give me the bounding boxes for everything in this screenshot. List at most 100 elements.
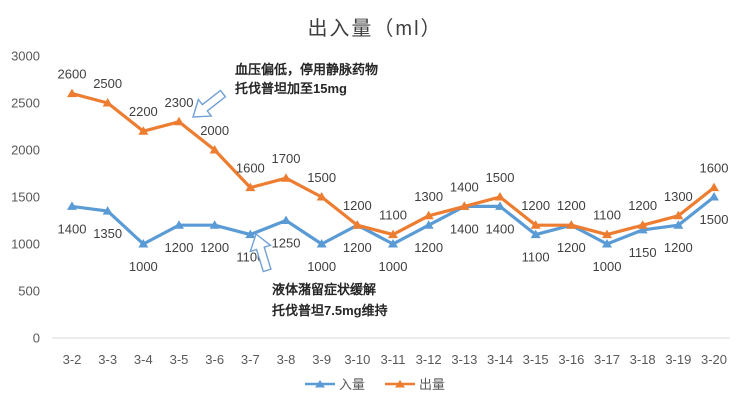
data-label-output: 2000 xyxy=(200,123,229,138)
data-label-intake: 1000 xyxy=(129,259,158,274)
data-label-output: 1500 xyxy=(307,170,336,185)
data-point-marker-intake xyxy=(281,215,291,224)
data-point-marker-output xyxy=(245,182,256,192)
legend-label-output: 出量 xyxy=(419,377,446,392)
data-point-marker-output xyxy=(281,173,291,182)
data-point-marker-intake xyxy=(138,239,149,248)
data-label-output: 2200 xyxy=(129,104,158,119)
data-label-intake: 1000 xyxy=(593,259,622,274)
block-arrow-down-left-icon xyxy=(192,89,227,118)
data-label-output: 1100 xyxy=(379,208,407,223)
data-point-marker-output xyxy=(566,220,577,229)
data-label-intake: 1200 xyxy=(557,240,586,255)
legend-label-intake: 入量 xyxy=(338,377,365,392)
y-tick-label: 2000 xyxy=(11,143,40,158)
data-point-marker-intake xyxy=(174,220,184,229)
y-tick-label: 0 xyxy=(33,331,40,346)
data-point-marker-output xyxy=(495,192,505,201)
data-point-marker-output xyxy=(388,229,398,239)
annotation-bp-low-line1: 血压偏低，停用静脉药物 xyxy=(235,62,379,77)
data-label-output: 1200 xyxy=(628,198,657,213)
data-point-marker-output xyxy=(174,116,184,126)
x-tick-label: 3-19 xyxy=(665,352,691,367)
x-tick-label: 3-17 xyxy=(594,352,620,367)
annotation-fluid-relief-line2: 托伐普坦7.5mg维持 xyxy=(272,303,388,318)
data-point-marker-intake xyxy=(316,239,327,248)
data-point-marker-output xyxy=(459,201,470,210)
legend-marker-intake-icon xyxy=(304,379,335,387)
legend: 入量 出量 xyxy=(0,374,750,393)
data-point-marker-output xyxy=(637,220,648,229)
block-arrow-up-left-icon xyxy=(249,232,272,273)
data-label-intake: 1000 xyxy=(307,259,336,274)
data-point-marker-output xyxy=(102,98,113,107)
data-point-marker-intake xyxy=(388,239,398,248)
data-label-output: 2300 xyxy=(165,95,194,110)
data-label-output: 1700 xyxy=(272,151,301,166)
data-point-marker-intake xyxy=(102,206,113,215)
x-tick-label: 3-11 xyxy=(380,352,405,367)
data-label-intake: 1200 xyxy=(343,240,372,255)
x-tick-label: 3-16 xyxy=(558,352,584,367)
data-point-marker-output xyxy=(209,145,220,154)
x-tick-label: 3-7 xyxy=(241,352,260,367)
x-tick-label: 3-6 xyxy=(205,352,224,367)
data-point-marker-output xyxy=(709,182,719,192)
data-point-marker-intake xyxy=(67,201,77,210)
x-tick-label: 3-2 xyxy=(63,352,82,367)
data-point-marker-intake xyxy=(673,220,684,229)
data-point-marker-output xyxy=(316,192,327,201)
data-point-marker-intake xyxy=(495,201,505,210)
y-tick-label: 3000 xyxy=(11,49,40,64)
x-tick-label: 3-20 xyxy=(701,352,727,367)
data-label-output: 1600 xyxy=(236,161,265,176)
x-tick-label: 3-4 xyxy=(134,352,153,367)
data-point-marker-intake xyxy=(209,220,220,229)
x-tick-label: 3-8 xyxy=(277,352,296,367)
data-point-marker-output xyxy=(602,229,612,239)
data-label-output: 1300 xyxy=(664,189,693,204)
legend-item-intake: 入量 xyxy=(304,374,365,393)
y-tick-label: 1500 xyxy=(11,190,40,205)
data-label-output: 1200 xyxy=(557,198,586,213)
x-tick-label: 3-3 xyxy=(98,352,117,367)
data-label-output: 1200 xyxy=(521,198,550,213)
data-label-intake: 1200 xyxy=(664,240,693,255)
data-label-output: 1100 xyxy=(593,208,621,223)
data-label-output: 1600 xyxy=(700,161,729,176)
x-tick-label: 3-18 xyxy=(630,352,656,367)
data-label-output: 1400 xyxy=(450,179,479,194)
data-label-intake: 1500 xyxy=(700,212,729,227)
annotation-bp-low-line2: 托伐普坦加至15mg xyxy=(235,81,347,96)
x-tick-label: 3-5 xyxy=(170,352,189,367)
legend-item-output: 出量 xyxy=(385,374,445,393)
data-label-intake: 1150 xyxy=(629,245,657,260)
data-label-intake: 1400 xyxy=(450,221,479,236)
y-tick-label: 500 xyxy=(18,284,40,299)
x-tick-label: 3-12 xyxy=(416,352,442,367)
data-point-marker-output xyxy=(673,210,684,220)
data-label-intake: 1200 xyxy=(414,240,443,255)
data-point-marker-output xyxy=(423,210,434,220)
data-point-marker-intake xyxy=(602,239,612,248)
data-point-marker-intake xyxy=(709,192,719,201)
data-point-marker-intake xyxy=(245,229,256,239)
data-label-output: 2600 xyxy=(58,67,87,82)
annotation-fluid-relief-line1: 液体潴留症状缓解 xyxy=(272,282,377,297)
x-tick-label: 3-10 xyxy=(344,352,370,367)
chart-title: 出入量（ml） xyxy=(307,18,443,40)
data-point-marker-output xyxy=(138,126,149,135)
data-label-intake: 1400 xyxy=(486,221,515,236)
data-label-intake: 1350 xyxy=(93,226,122,241)
data-label-intake: 1100 xyxy=(522,250,550,265)
x-tick-label: 3-9 xyxy=(312,352,331,367)
data-label-intake: 1400 xyxy=(58,221,87,236)
data-label-output: 2500 xyxy=(93,76,122,91)
data-point-marker-output xyxy=(67,88,77,98)
data-label-intake: 1000 xyxy=(379,259,408,274)
legend-marker-output-icon xyxy=(385,379,415,387)
y-tick-label: 1000 xyxy=(11,237,40,252)
data-point-marker-intake xyxy=(423,220,434,229)
